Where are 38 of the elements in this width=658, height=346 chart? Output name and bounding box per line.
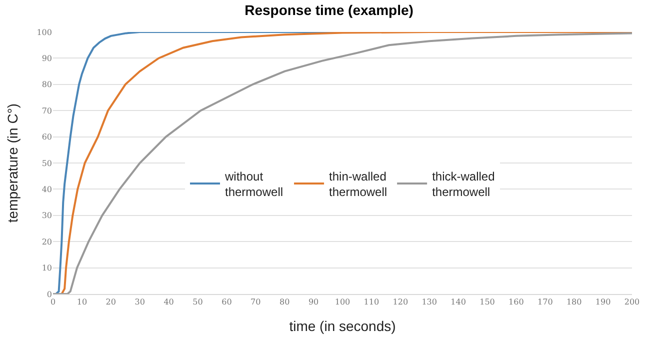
x-tick-label: 10 [76,298,88,307]
x-tick-label: 120 [392,298,408,307]
x-tick-label: 170 [538,298,553,307]
x-tick-label: 30 [134,298,145,307]
x-tick-label: 180 [566,298,582,307]
line-series [53,32,632,294]
y-tick-label: 90 [42,54,52,63]
x-tick-label: 110 [364,298,380,307]
x-axis-title: time (in seconds) [289,318,396,334]
x-tick-label: 100 [334,298,350,307]
x-tick-label: 200 [624,298,640,307]
y-tick-label: 0 [46,290,52,299]
y-axis-title: temperature (in C°) [4,103,20,223]
x-tick-label: 90 [308,298,319,307]
y-tick-label: 40 [42,185,52,194]
y-tick-label: 80 [42,80,52,90]
y-tick-label: 30 [42,211,52,220]
x-tick-label: 150 [480,298,495,307]
x-tick-label: 70 [250,298,261,307]
y-tick-label: 10 [42,264,52,273]
y-tick-label: 50 [42,158,52,168]
x-tick-label: 50 [192,298,203,307]
x-tick-label: 190 [595,298,611,307]
legend-label: thin-walled thermowell [329,169,388,200]
y-tick-label: 20 [42,237,52,246]
legend-label: thick-walled thermowell [432,169,495,200]
chart-title: Response time (example) [244,2,414,18]
x-tick-label: 60 [222,298,232,307]
x-tick-label: 20 [106,298,116,307]
y-tick-label: 60 [42,132,52,142]
x-tick-label: 140 [450,298,466,307]
y-tick-label: 70 [42,106,52,116]
x-tick-label: 80 [280,298,290,307]
y-tick-label: 100 [36,28,52,37]
x-tick-label: 40 [164,298,174,307]
x-tick-label: 130 [422,298,437,307]
x-tick-label: 160 [508,298,524,307]
legend-label: without thermowell [224,169,284,200]
